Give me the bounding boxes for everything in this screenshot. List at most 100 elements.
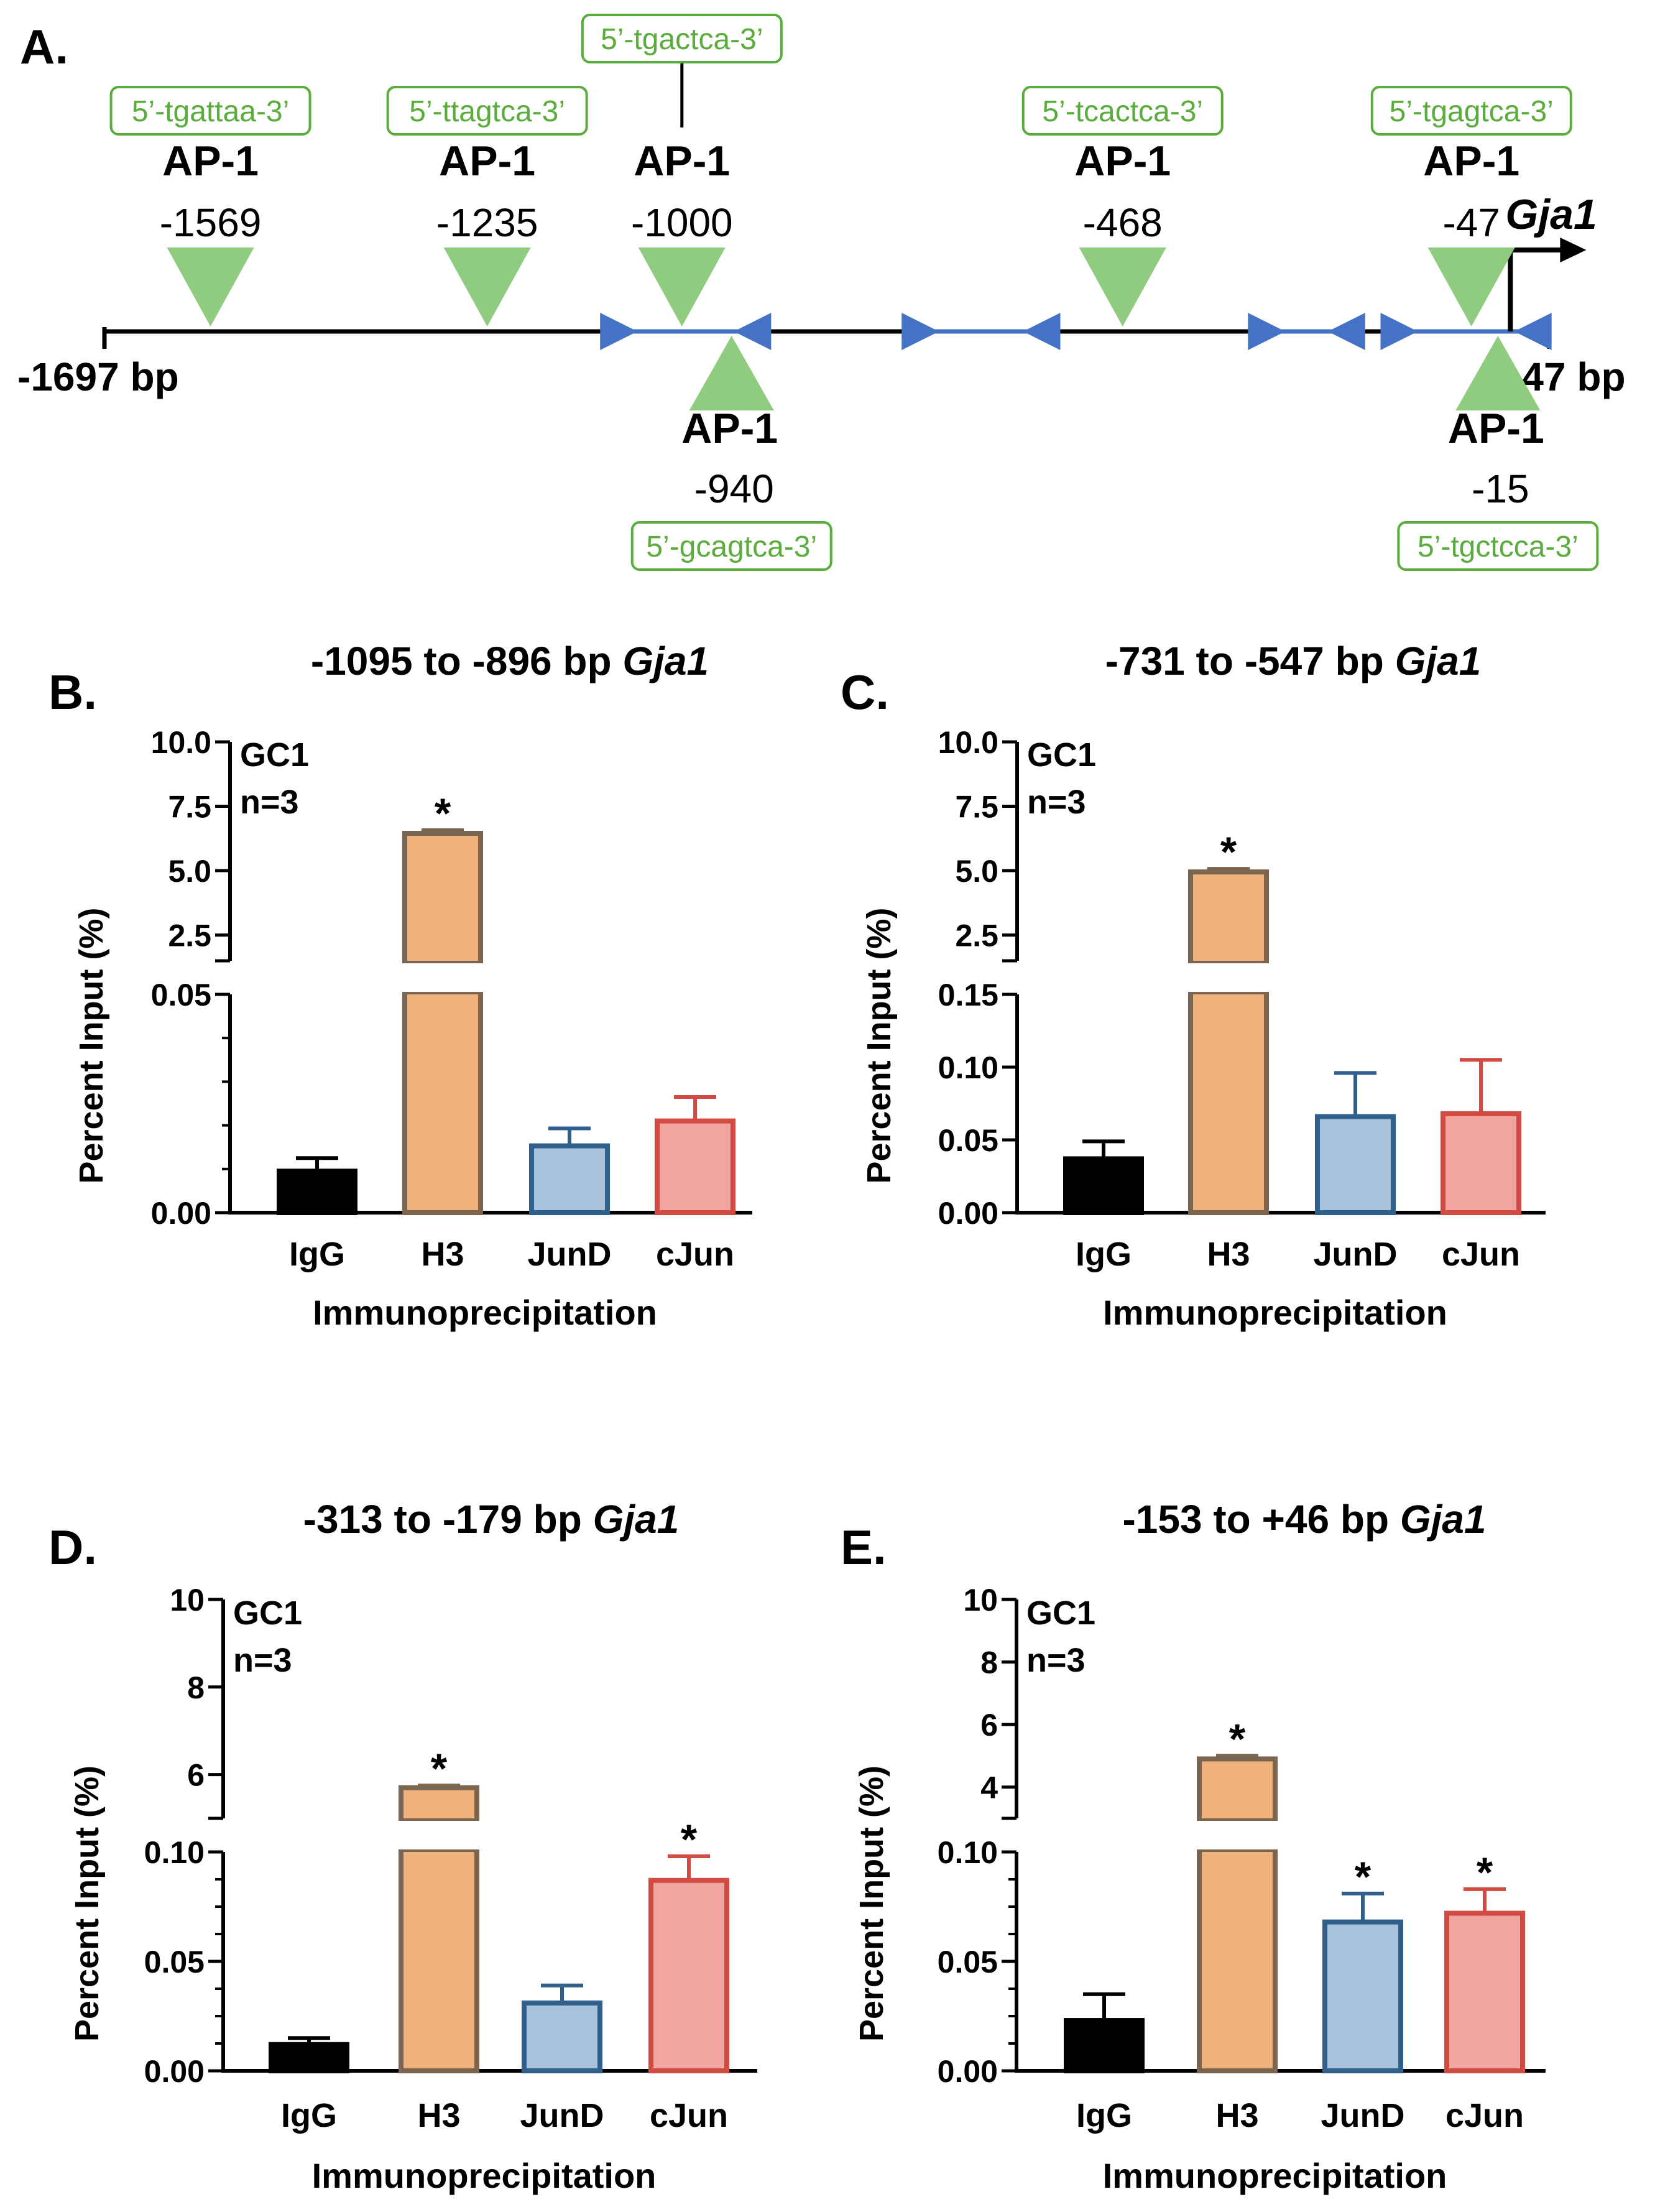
ap1-site: AP-1 -940 5’-gcagtca-3’ bbox=[630, 336, 832, 571]
x-axis-label: Immunoprecipitation bbox=[1103, 1293, 1447, 1332]
sample-size-label: n=3 bbox=[233, 1642, 292, 1679]
ap1-position-label: -940 bbox=[694, 466, 774, 511]
motif-box bbox=[1397, 521, 1599, 571]
chart-title-region: -313 to -179 bp bbox=[303, 1497, 582, 1542]
ap1-label: AP-1 bbox=[1074, 137, 1171, 185]
bar bbox=[269, 2042, 349, 2074]
forward-primer-arrow bbox=[600, 313, 638, 350]
bar bbox=[1441, 1111, 1521, 1215]
y-tick-label: 0.10 bbox=[938, 1835, 998, 1870]
y-tick-label: 7.5 bbox=[955, 790, 998, 825]
motif-sequence: 5’-tgattaa-3’ bbox=[132, 95, 289, 128]
motif-sequence: 5’-ttagtca-3’ bbox=[409, 95, 565, 128]
cell-line-label: GC1 bbox=[240, 736, 309, 774]
cell-line-label: GC1 bbox=[1026, 1594, 1095, 1632]
y-tick-label: 6 bbox=[187, 1758, 205, 1793]
significance-asterisk: * bbox=[1355, 1853, 1371, 1900]
panel-b-chart: B. -1095 to -896 bp Gja1 0.00 0.05 2.5 5.0 7.5… bbox=[48, 639, 752, 1332]
bar bbox=[1064, 2018, 1145, 2074]
panel-label: A. bbox=[20, 19, 68, 74]
bar bbox=[655, 1118, 735, 1215]
bar-group bbox=[1441, 1058, 1521, 1215]
chart-title-gene: Gja1 bbox=[593, 1497, 680, 1542]
bar-upper-open-end bbox=[1202, 1811, 1273, 1818]
motif-box bbox=[630, 521, 832, 571]
y-tick-label: 7.5 bbox=[168, 790, 211, 825]
ap1-site: -1235 AP-1 5’-ttagtca-3’ bbox=[386, 86, 588, 326]
y-tick-label: 5.0 bbox=[168, 854, 211, 889]
panel-label: E. bbox=[841, 1520, 887, 1575]
tss-arrow-head bbox=[1560, 238, 1587, 262]
bar-group: * bbox=[399, 1745, 479, 2073]
x-tick-label: IgG bbox=[1076, 1236, 1132, 1273]
x-tick-label: H3 bbox=[421, 1236, 464, 1273]
bar bbox=[1197, 1849, 1278, 2073]
panel-label: B. bbox=[48, 665, 97, 720]
bar-lower-open-end bbox=[403, 1852, 474, 1859]
cell-line-label: GC1 bbox=[1027, 736, 1096, 774]
ap1-site: -1000 AP-1 5’-tgactca-3’ bbox=[581, 14, 783, 326]
significance-asterisk: * bbox=[681, 1816, 698, 1863]
y-tick-label: 0.05 bbox=[938, 1123, 998, 1158]
bar-group bbox=[277, 1156, 357, 1216]
ap1-position-label: -47 bbox=[1442, 200, 1500, 245]
x-tick-label: IgG bbox=[1076, 2097, 1132, 2134]
bar-upper-open-end bbox=[1193, 953, 1264, 961]
panel-c-chart: C. -731 to -547 bp Gja1 0.00 0.05 0.10 0.15 2.… bbox=[841, 639, 1546, 1332]
y-tick-label: 0.05 bbox=[144, 1945, 205, 1979]
bar-upper-segment bbox=[1197, 1756, 1278, 1821]
tss-arrow-line bbox=[1508, 248, 1567, 331]
motif-box bbox=[1370, 86, 1572, 136]
x-tick-label: H3 bbox=[1215, 2097, 1258, 2134]
motif-box bbox=[109, 86, 311, 136]
y-tick-label: 0.15 bbox=[938, 978, 998, 1012]
y-tick-label: 5.0 bbox=[955, 854, 998, 889]
bar-group bbox=[522, 1983, 602, 2073]
motif-sequence: 5’-gcagtca-3’ bbox=[646, 530, 817, 563]
ap1-triangle-marker bbox=[1427, 248, 1515, 326]
chart-title-region: -731 to -547 bp bbox=[1105, 639, 1384, 683]
bar bbox=[1322, 1919, 1403, 2073]
motif-sequence: 5’-tgactca-3’ bbox=[601, 23, 763, 56]
bar-group: * bbox=[1197, 1715, 1278, 2073]
y-axis-label: Percent Input (%) bbox=[68, 1765, 106, 2042]
panel-label: D. bbox=[48, 1520, 97, 1575]
reverse-primer-arrow bbox=[1514, 313, 1552, 350]
reverse-primer-arrow bbox=[1327, 313, 1365, 350]
bar-upper-open-end bbox=[407, 953, 478, 961]
bar-group bbox=[1063, 1139, 1144, 1216]
chart-title: -313 to -179 bp Gja1 bbox=[303, 1497, 680, 1542]
y-tick-label: 0.00 bbox=[938, 1196, 998, 1231]
panel-a-promoter-map: A.-1697 bp +47 bpGja1-1569AP-15’-tgattaa-… bbox=[17, 14, 1626, 571]
sample-size-label: n=3 bbox=[1027, 784, 1086, 821]
chart-title: -731 to -547 bp Gja1 bbox=[1105, 639, 1482, 683]
bar bbox=[648, 1877, 729, 2073]
y-tick-label: 10.0 bbox=[938, 725, 998, 760]
ap1-label: AP-1 bbox=[1423, 137, 1519, 185]
sample-size-label: n=3 bbox=[240, 784, 299, 821]
bar bbox=[399, 1849, 479, 2073]
motif-sequence: 5’-tcactca-3’ bbox=[1042, 95, 1203, 128]
y-axis-label: Percent Input (%) bbox=[853, 1765, 890, 2042]
bar bbox=[1188, 992, 1269, 1215]
motif-sequence: 5’-tgagtca-3’ bbox=[1390, 95, 1554, 128]
reverse-primer-arrow bbox=[734, 313, 772, 350]
significance-asterisk: * bbox=[1220, 828, 1237, 876]
bar-group: * bbox=[1322, 1853, 1403, 2073]
y-tick-label: 8 bbox=[187, 1670, 205, 1705]
ap1-site: -47 AP-1 5’-tgagtca-3’ bbox=[1370, 86, 1572, 326]
y-tick-label: 10 bbox=[963, 1583, 998, 1617]
y-tick-label: 0.00 bbox=[144, 2054, 205, 2089]
x-tick-label: cJun bbox=[1445, 2097, 1524, 2134]
bar bbox=[1063, 1156, 1144, 1216]
bar bbox=[522, 2000, 602, 2073]
bar bbox=[1315, 1114, 1396, 1216]
ap1-triangle-marker bbox=[638, 248, 726, 326]
y-tick-label: 2.5 bbox=[168, 919, 211, 953]
ap1-label: AP-1 bbox=[1448, 405, 1544, 452]
bar-lower-open-end bbox=[1202, 1852, 1273, 1859]
chart-title-gene: Gja1 bbox=[622, 639, 709, 683]
motif-sequence: 5’-tgctcca-3’ bbox=[1418, 530, 1579, 563]
ap1-label: AP-1 bbox=[162, 137, 259, 185]
ap1-position-label: -1000 bbox=[631, 200, 733, 245]
